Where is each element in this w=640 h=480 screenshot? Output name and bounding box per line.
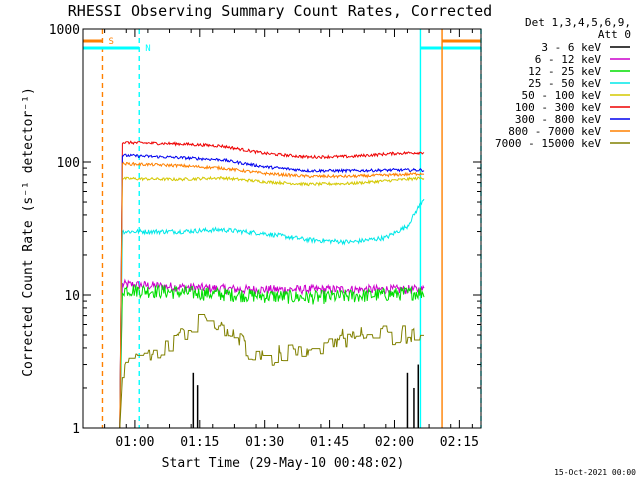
legend-label-4: 50 - 100 keV <box>522 89 602 102</box>
legend-label-2: 12 - 25 keV <box>528 65 601 78</box>
y-tick-label-0: 1 <box>72 422 80 437</box>
x-axis-label: Start Time (29-May-10 00:48:02) <box>162 456 405 471</box>
legend-label-3: 25 - 50 keV <box>528 77 601 90</box>
data-series <box>119 140 425 429</box>
legend-label-1: 6 - 12 keV <box>535 53 602 66</box>
legend-label-8: 7000 - 15000 keV <box>495 137 601 150</box>
y-axis-label: Corrected Count Rate (s⁻¹ detector⁻¹) <box>21 87 36 377</box>
legend-header-line-1: Det 1,3,4,5,6,9, <box>525 16 631 29</box>
plot-axes: 01:00 01:15 01:30 01:45 02:00 02:15 1 10 100 1000 <box>49 23 482 450</box>
x-tick-label-1: 01:15 <box>180 435 219 450</box>
x-tick-label-4: 02:00 <box>375 435 414 450</box>
y-tick-label-2: 100 <box>57 156 80 171</box>
x-tick-label-2: 01:30 <box>245 435 284 450</box>
generation-date: 15-Oct-2021 00:00 <box>554 468 636 477</box>
series-line-6 <box>119 153 425 429</box>
series-line-5 <box>119 140 425 429</box>
series-line-8 <box>119 314 424 429</box>
series-line-7 <box>119 161 425 429</box>
legend-label-5: 100 - 300 keV <box>515 101 601 114</box>
y-tick-label-3: 1000 <box>49 23 80 38</box>
series-line-2 <box>119 283 425 429</box>
y-tick-label-1: 10 <box>64 289 80 304</box>
chart-title: RHESSI Observing Summary Count Rates, Co… <box>68 2 492 20</box>
legend-label-6: 300 - 800 keV <box>515 113 601 126</box>
series-line-4 <box>119 175 425 429</box>
legend-header-line-2: Att 0 <box>598 28 631 41</box>
series-line-1 <box>119 278 425 429</box>
series-line-3 <box>119 198 425 429</box>
x-tick-label-0: 01:00 <box>115 435 154 450</box>
plot-frame <box>82 28 482 429</box>
legend-label-0: 3 - 6 keV <box>541 41 601 54</box>
x-tick-label-5: 02:15 <box>440 435 479 450</box>
legend-label-7: 800 - 7000 keV <box>508 125 601 138</box>
marker-label-1: N <box>145 44 150 54</box>
x-tick-label-3: 01:45 <box>310 435 349 450</box>
marker-label-0: S <box>108 37 113 47</box>
